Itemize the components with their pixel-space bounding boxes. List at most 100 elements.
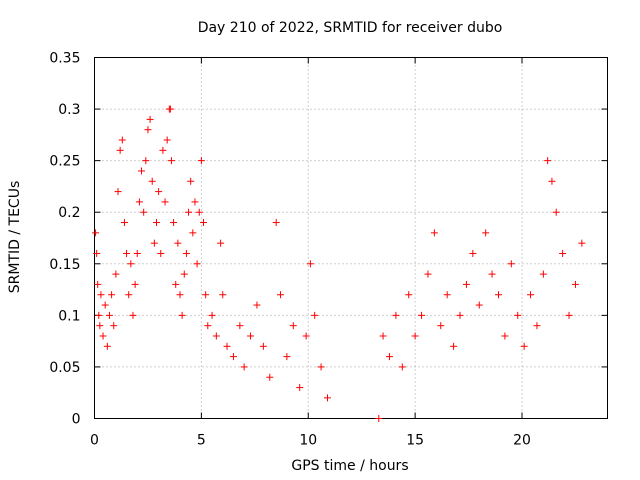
data-point (163, 136, 171, 144)
data-point (236, 322, 244, 330)
data-point (283, 353, 291, 361)
data-point (174, 239, 182, 247)
data-point (95, 311, 103, 319)
data-point (418, 311, 426, 319)
x-tick-label: 20 (513, 433, 531, 449)
data-point (552, 208, 560, 216)
data-point (323, 394, 331, 402)
data-point (571, 280, 579, 288)
data-point (469, 249, 477, 257)
data-point (507, 260, 515, 268)
data-point (170, 219, 178, 227)
data-point (94, 280, 102, 288)
data-point (101, 301, 109, 309)
y-axis-label: SRMTID / TECUs (7, 181, 23, 294)
y-tick-label: 0.2 (58, 205, 80, 221)
x-tick-labels: 0 5 10 15 20 (90, 433, 531, 449)
data-point (127, 260, 135, 268)
data-point (527, 291, 535, 299)
grid-lines (94, 57, 608, 419)
data-point (375, 415, 383, 422)
data-point (176, 291, 184, 299)
data-point (488, 270, 496, 278)
y-tick-label: 0.3 (58, 102, 80, 118)
data-point (559, 249, 567, 257)
data-point (200, 219, 208, 227)
data-point (178, 311, 186, 319)
data-point (443, 291, 451, 299)
data-point (189, 229, 197, 237)
data-point (475, 301, 483, 309)
data-point (253, 301, 261, 309)
data-point (116, 146, 124, 154)
data-point (240, 363, 248, 371)
data-point (142, 157, 150, 165)
data-point (108, 291, 116, 299)
data-point (144, 126, 152, 134)
data-point (533, 322, 541, 330)
x-tick-label: 15 (406, 433, 424, 449)
data-point (212, 332, 220, 340)
data-point (229, 353, 237, 361)
data-point (482, 229, 490, 237)
data-point (96, 322, 104, 330)
data-point (159, 146, 167, 154)
data-point (450, 342, 458, 350)
y-tick-label: 0.05 (49, 360, 80, 376)
x-axis-label: GPS time / hours (291, 458, 408, 474)
data-point (392, 311, 400, 319)
data-point (112, 270, 120, 278)
data-point (140, 208, 148, 216)
data-point (161, 198, 169, 206)
data-point (578, 239, 586, 247)
data-point (129, 311, 137, 319)
data-point (180, 270, 188, 278)
data-point (266, 373, 274, 381)
data-point (110, 322, 118, 330)
plot-frame (94, 57, 608, 419)
data-point (430, 229, 438, 237)
data-point (437, 322, 445, 330)
data-point (544, 157, 552, 165)
data-point (289, 322, 297, 330)
data-point (217, 239, 225, 247)
data-point (187, 177, 195, 185)
data-point (195, 208, 203, 216)
data-point (135, 198, 143, 206)
data-point (385, 353, 393, 361)
data-point (208, 311, 216, 319)
data-point (120, 219, 128, 227)
data-point (172, 280, 180, 288)
data-point (219, 291, 227, 299)
data-point (276, 291, 284, 299)
data-point (272, 219, 280, 227)
data-point (405, 291, 413, 299)
y-tick-label: 0.25 (49, 154, 80, 170)
data-point (150, 239, 158, 247)
chart-title: Day 210 of 2022, SRMTID for receiver dub… (198, 20, 503, 36)
data-point (539, 270, 547, 278)
data-point (97, 291, 105, 299)
data-point (548, 177, 556, 185)
data-point (204, 322, 212, 330)
data-point (138, 167, 146, 175)
axis-ticks (94, 57, 608, 419)
data-point (125, 291, 133, 299)
data-point (494, 291, 502, 299)
data-point (311, 311, 319, 319)
data-points (92, 105, 586, 422)
data-point (520, 342, 528, 350)
data-point (123, 249, 131, 257)
data-point (114, 188, 122, 196)
data-point (92, 229, 100, 237)
data-point (155, 188, 163, 196)
data-point (259, 342, 267, 350)
data-point (202, 291, 210, 299)
data-point (424, 270, 432, 278)
data-point (379, 332, 387, 340)
data-point (148, 177, 156, 185)
data-point (306, 260, 314, 268)
data-point (191, 198, 199, 206)
data-point (93, 249, 101, 257)
